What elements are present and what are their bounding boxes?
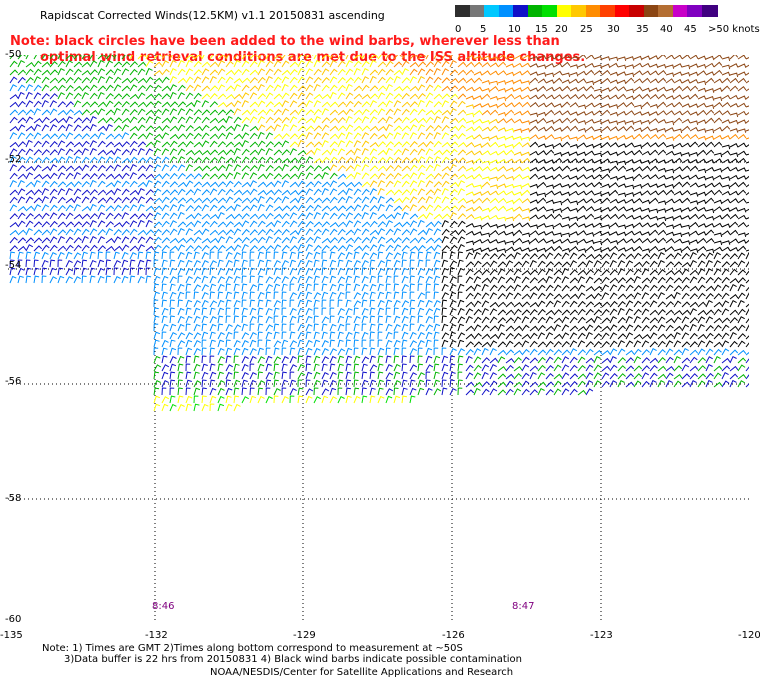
legend-swatch <box>629 5 645 17</box>
legend-label: >50 knots <box>708 24 760 35</box>
warning-note-line2: optimal wind retrieval conditions are me… <box>40 50 586 65</box>
lat-label-60: -60 <box>5 614 22 625</box>
legend-swatch <box>643 5 660 17</box>
legend-label: 30 <box>607 24 620 35</box>
lat-label-50: -50 <box>5 49 22 60</box>
lon-label-126: -126 <box>442 630 465 641</box>
map-title: Rapidscat Corrected Winds(12.5KM) v1.1 2… <box>40 9 385 22</box>
legend-label: 40 <box>660 24 673 35</box>
legend-swatch <box>498 5 515 17</box>
legend-swatch <box>556 5 573 17</box>
legend-label: 15 <box>535 24 548 35</box>
footer-note-line1: Note: 1) Times are GMT 2)Times along bot… <box>42 643 463 654</box>
lat-label-58: -58 <box>5 493 22 504</box>
legend-swatch <box>658 5 674 17</box>
legend-label: 20 <box>555 24 568 35</box>
legend-label: 45 <box>684 24 697 35</box>
legend-label: 5 <box>480 24 487 35</box>
pass-time-1: 8:46 <box>152 601 175 612</box>
lat-label-52: -52 <box>5 154 22 165</box>
legend-swatch <box>585 5 602 17</box>
legend-label: 25 <box>580 24 593 35</box>
warning-note-line1: Note: black circles have been added to t… <box>10 34 560 49</box>
legend-swatch <box>484 5 500 17</box>
legend-swatch <box>571 5 587 17</box>
warning-note: Note: black circles have been added to t… <box>10 34 585 65</box>
lat-label-56: -56 <box>5 376 22 387</box>
wind-barb-field <box>8 55 749 622</box>
legend-swatch <box>614 5 631 17</box>
legend-swatch <box>469 5 486 17</box>
legend-swatch <box>687 5 703 17</box>
legend-label: 10 <box>508 24 521 35</box>
footer-notes: Note: 1) Times are GMT 2)Times along bot… <box>42 643 522 665</box>
lon-label-135: -135 <box>0 630 23 641</box>
footer-note-line2: 3)Data buffer is 22 hrs from 20150831 4)… <box>64 654 522 665</box>
legend-swatch <box>513 5 529 17</box>
legend-swatch <box>600 5 616 17</box>
legend-swatch <box>527 5 544 17</box>
lon-label-123: -123 <box>590 630 613 641</box>
legend-label: 35 <box>636 24 649 35</box>
lon-label-129: -129 <box>293 630 316 641</box>
legend-swatch <box>455 5 471 17</box>
footer-credit: NOAA/NESDIS/Center for Satellite Applica… <box>210 667 514 678</box>
lon-label-132: -132 <box>145 630 168 641</box>
legend-swatch <box>542 5 558 17</box>
wind-map-plot[interactable] <box>8 55 749 622</box>
legend-label: 0 <box>455 24 462 35</box>
lon-label-120: -120 <box>738 630 760 641</box>
wind-barbs <box>9 55 749 412</box>
legend-swatch <box>672 5 689 17</box>
legend-swatch <box>701 5 718 17</box>
pass-time-2: 8:47 <box>512 601 535 612</box>
lat-label-54: -54 <box>5 260 22 271</box>
